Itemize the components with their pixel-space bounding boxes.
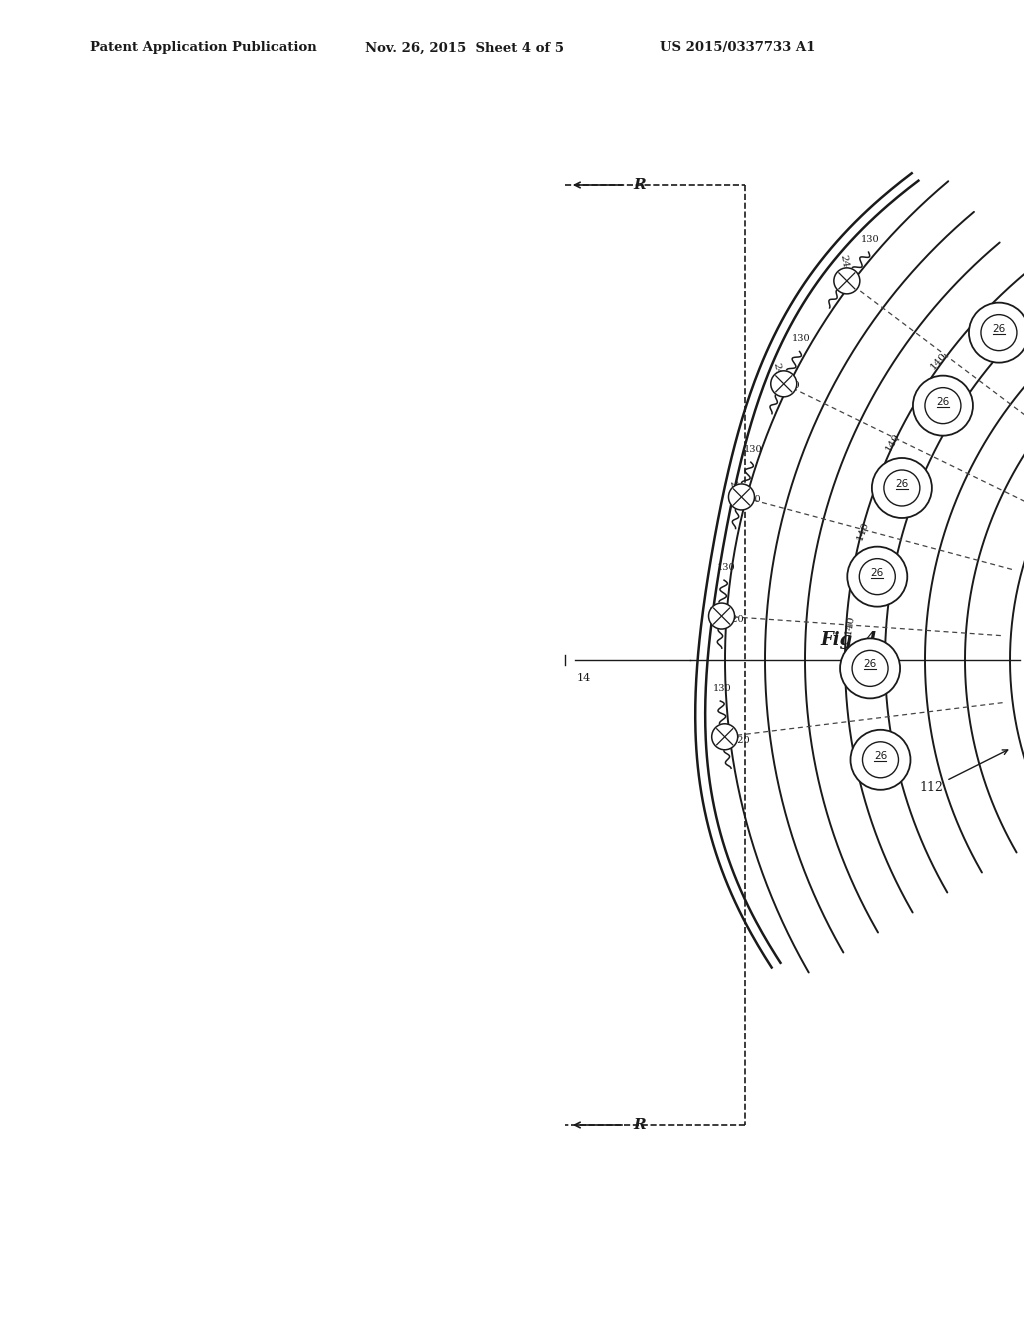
Text: Nov. 26, 2015  Sheet 4 of 5: Nov. 26, 2015 Sheet 4 of 5 xyxy=(365,41,564,54)
Text: 120: 120 xyxy=(781,381,801,391)
Text: Fig. 4: Fig. 4 xyxy=(820,631,878,649)
Text: 112: 112 xyxy=(920,750,1008,795)
Circle shape xyxy=(913,376,973,436)
Circle shape xyxy=(728,484,755,510)
Text: 130: 130 xyxy=(713,684,731,693)
Text: 140: 140 xyxy=(845,614,856,635)
Circle shape xyxy=(712,723,737,750)
Circle shape xyxy=(840,639,900,698)
Circle shape xyxy=(771,371,797,397)
Text: 140: 140 xyxy=(929,350,948,371)
Text: 14: 14 xyxy=(577,673,591,682)
Text: 120: 120 xyxy=(731,735,751,744)
Text: 26: 26 xyxy=(863,660,877,669)
Text: 26: 26 xyxy=(870,568,884,578)
Text: 26: 26 xyxy=(936,396,949,407)
Circle shape xyxy=(871,458,932,517)
Text: R: R xyxy=(633,178,645,191)
Text: 130: 130 xyxy=(743,445,762,454)
Text: 130: 130 xyxy=(793,334,811,343)
Text: 130: 130 xyxy=(861,235,880,244)
Text: 120: 120 xyxy=(725,615,744,624)
Circle shape xyxy=(709,603,734,630)
Text: 24: 24 xyxy=(707,605,718,619)
Text: 24: 24 xyxy=(727,480,738,495)
Text: Patent Application Publication: Patent Application Publication xyxy=(90,41,316,54)
Circle shape xyxy=(834,268,860,294)
Circle shape xyxy=(847,546,907,607)
Text: 130: 130 xyxy=(717,564,735,572)
Text: 120: 120 xyxy=(842,277,861,285)
Text: 26: 26 xyxy=(992,323,1006,334)
Text: 26: 26 xyxy=(895,479,908,488)
Circle shape xyxy=(969,302,1024,363)
Text: US 2015/0337733 A1: US 2015/0337733 A1 xyxy=(660,41,815,54)
Text: 24: 24 xyxy=(772,362,783,376)
Text: 140: 140 xyxy=(884,432,901,453)
Text: 24: 24 xyxy=(838,253,849,268)
Circle shape xyxy=(851,730,910,789)
Text: R: R xyxy=(633,1118,645,1133)
Text: 26: 26 xyxy=(873,751,887,760)
Text: 140: 140 xyxy=(855,520,870,541)
Text: 120: 120 xyxy=(742,495,761,504)
